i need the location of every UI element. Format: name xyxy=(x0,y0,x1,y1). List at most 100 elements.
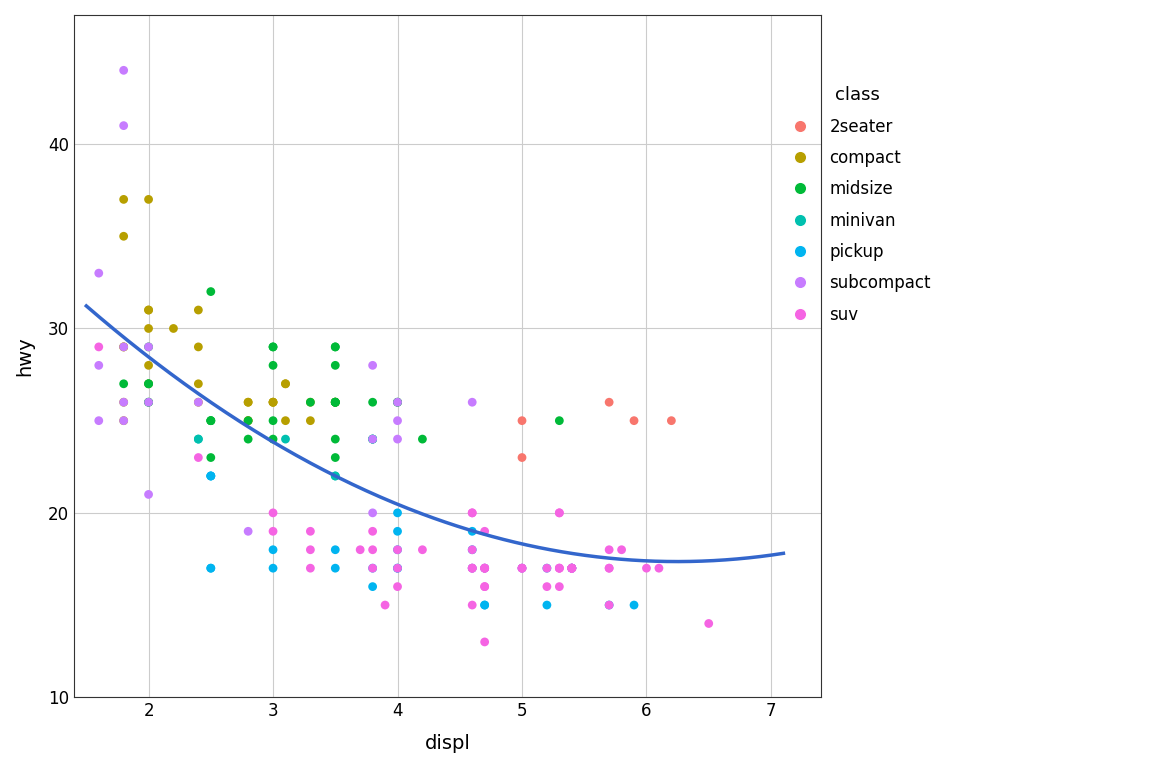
suv xyxy=(650,562,668,574)
pickup xyxy=(388,544,407,556)
midsize xyxy=(202,286,220,298)
2seater xyxy=(513,452,531,464)
suv xyxy=(301,544,319,556)
compact xyxy=(139,359,158,372)
midsize xyxy=(202,415,220,427)
midsize xyxy=(238,415,257,427)
subcompact xyxy=(189,396,207,409)
subcompact xyxy=(388,433,407,445)
suv xyxy=(476,581,494,593)
compact xyxy=(238,415,257,427)
suv xyxy=(189,452,207,464)
suv xyxy=(551,581,569,593)
suv xyxy=(301,562,319,574)
midsize xyxy=(139,378,158,390)
minivan xyxy=(363,433,381,445)
midsize xyxy=(139,396,158,409)
midsize xyxy=(139,341,158,353)
subcompact xyxy=(114,415,132,427)
midsize xyxy=(114,378,132,390)
suv xyxy=(551,507,569,519)
midsize xyxy=(363,433,381,445)
midsize xyxy=(326,396,344,409)
suv xyxy=(562,562,581,574)
X-axis label: displ: displ xyxy=(424,734,470,753)
subcompact xyxy=(114,65,132,77)
compact xyxy=(276,378,295,390)
midsize xyxy=(301,396,319,409)
suv xyxy=(264,525,282,538)
pickup xyxy=(562,562,581,574)
suv xyxy=(600,562,619,574)
pickup xyxy=(202,470,220,482)
suv xyxy=(476,525,494,538)
pickup xyxy=(388,562,407,574)
suv xyxy=(538,562,556,574)
subcompact xyxy=(114,120,132,132)
midsize xyxy=(326,396,344,409)
midsize xyxy=(326,341,344,353)
suv xyxy=(476,636,494,648)
suv xyxy=(463,599,482,611)
pickup xyxy=(624,599,643,611)
suv xyxy=(388,544,407,556)
suv xyxy=(600,544,619,556)
minivan xyxy=(276,433,295,445)
pickup xyxy=(363,581,381,593)
pickup xyxy=(264,544,282,556)
suv xyxy=(264,507,282,519)
midsize xyxy=(326,396,344,409)
compact xyxy=(238,415,257,427)
pickup xyxy=(326,562,344,574)
subcompact xyxy=(363,433,381,445)
compact xyxy=(326,396,344,409)
midsize xyxy=(264,341,282,353)
compact xyxy=(114,415,132,427)
suv xyxy=(600,599,619,611)
suv xyxy=(538,581,556,593)
pickup xyxy=(513,562,531,574)
Legend: 2seater, compact, midsize, minivan, pickup, subcompact, suv: 2seater, compact, midsize, minivan, pick… xyxy=(774,78,939,332)
suv xyxy=(513,562,531,574)
2seater xyxy=(600,396,619,409)
compact xyxy=(276,378,295,390)
compact xyxy=(189,341,207,353)
midsize xyxy=(388,396,407,409)
midsize xyxy=(139,378,158,390)
midsize xyxy=(551,415,569,427)
Y-axis label: hwy: hwy xyxy=(15,336,35,376)
minivan xyxy=(189,433,207,445)
suv xyxy=(376,599,394,611)
suv xyxy=(513,562,531,574)
midsize xyxy=(238,433,257,445)
midsize xyxy=(363,396,381,409)
midsize xyxy=(202,452,220,464)
compact xyxy=(114,194,132,206)
suv xyxy=(562,562,581,574)
suv xyxy=(637,562,655,574)
compact xyxy=(238,396,257,409)
suv xyxy=(476,581,494,593)
suv xyxy=(388,562,407,574)
subcompact xyxy=(139,341,158,353)
pickup xyxy=(264,562,282,574)
midsize xyxy=(202,415,220,427)
suv xyxy=(463,544,482,556)
compact xyxy=(326,396,344,409)
subcompact xyxy=(363,359,381,372)
midsize xyxy=(326,452,344,464)
pickup xyxy=(538,599,556,611)
2seater xyxy=(513,415,531,427)
compact xyxy=(189,378,207,390)
subcompact xyxy=(139,396,158,409)
suv xyxy=(476,562,494,574)
pickup xyxy=(388,562,407,574)
suv xyxy=(613,544,631,556)
suv xyxy=(513,562,531,574)
pickup xyxy=(363,562,381,574)
midsize xyxy=(139,396,158,409)
compact xyxy=(165,323,183,335)
subcompact xyxy=(90,267,108,280)
pickup xyxy=(326,544,344,556)
pickup xyxy=(388,507,407,519)
